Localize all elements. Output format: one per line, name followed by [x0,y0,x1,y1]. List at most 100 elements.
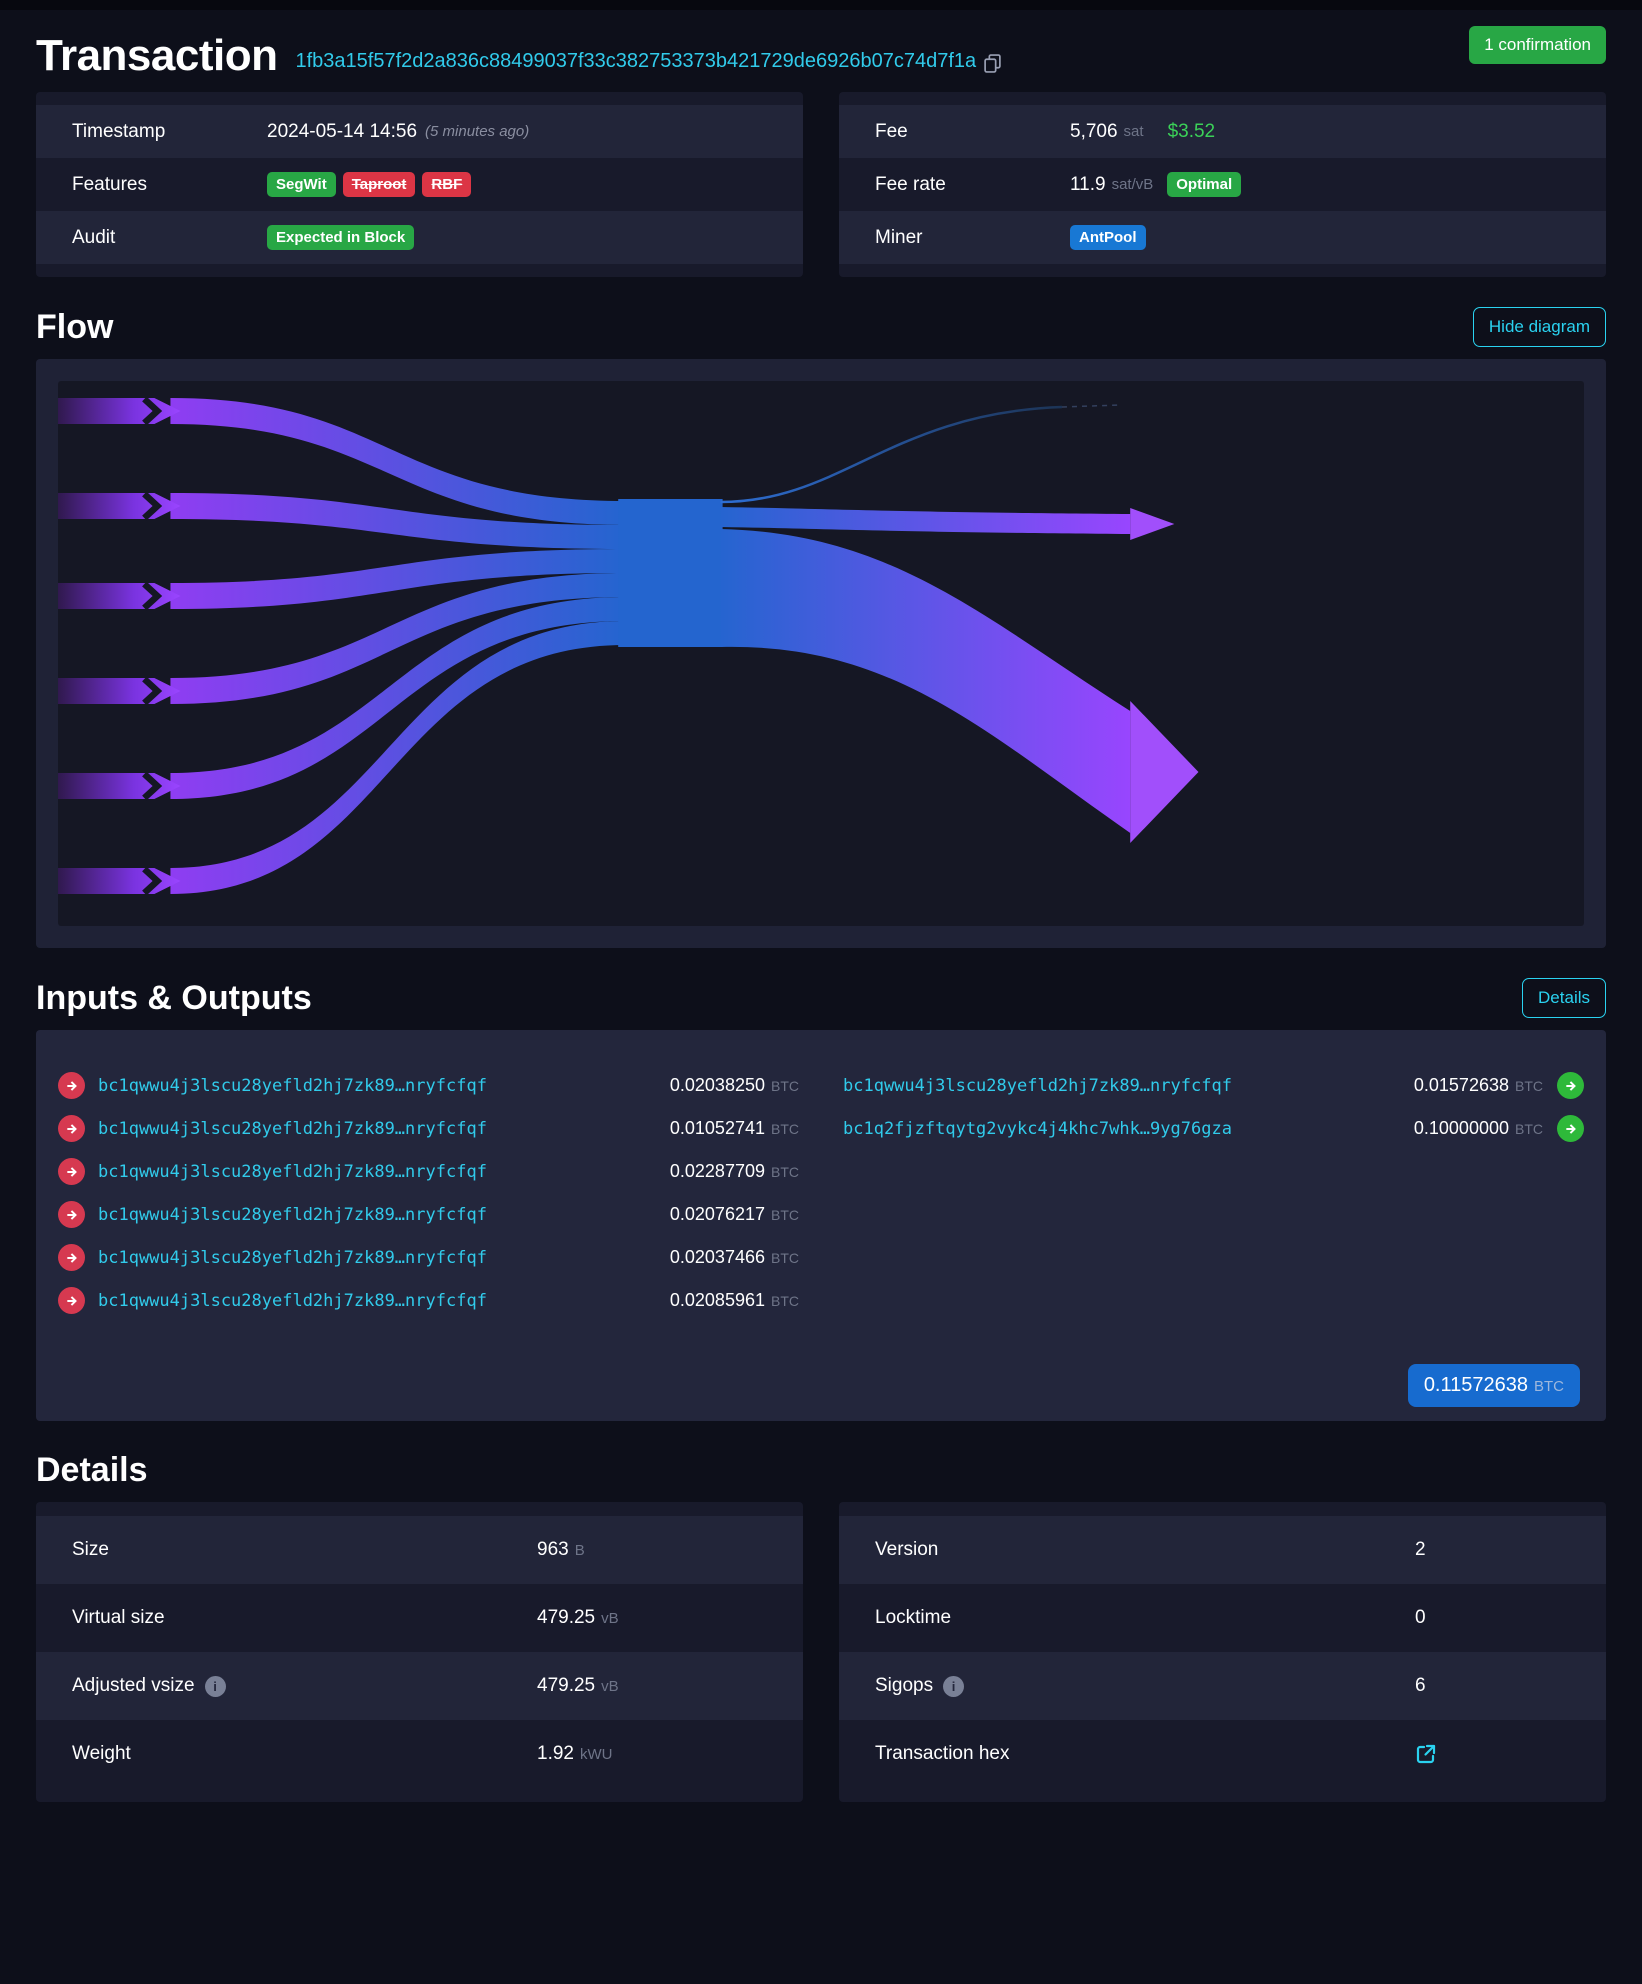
external-link-icon[interactable] [1415,1743,1437,1765]
adjusted-vsize-row: Adjusted vsize i 479.25 vB [36,1652,803,1720]
input-value: 0.02085961 [669,1290,765,1310]
audit-row: Audit Expected in Block [36,211,803,264]
sigops-value: 6 [1415,1675,1426,1696]
audit-label: Audit [72,226,116,248]
feature-badge-segwit: SegWit [267,172,336,197]
info-icon[interactable]: i [204,1675,226,1697]
copy-icon[interactable] [984,54,1001,78]
top-strip [0,0,1642,10]
size-row: Size 963 B [36,1516,803,1584]
page-header: Transaction 1fb3a15f57f2d2a836c88499037f… [36,26,1606,78]
fee-rate-badge: Optimal [1167,172,1242,197]
outputs-column: bc1qwwu4j3lscu28yefld2hj7zk89…nryfcfqf 0… [843,1064,1584,1150]
flow-title: Flow [36,307,114,346]
features-label: Features [72,173,147,195]
output-arrow-icon[interactable] [1557,1115,1584,1142]
confirmation-badge[interactable]: 1 confirmation [1469,26,1606,64]
virtual-size-row: Virtual size 479.25 vB [72,1607,619,1628]
timestamp-label: Timestamp [72,120,166,142]
output-address[interactable]: bc1q2fjzftqytg2vykc4j4khc7whk…9yg76gza [843,1118,1232,1139]
fee-rate-unit: sat/vB [1111,176,1154,193]
sigops-row: Sigops i 6 [839,1652,1606,1720]
transaction-hex-row: Transaction hex [839,1720,1606,1788]
version-value: 2 [1415,1539,1426,1560]
output-unit: BTC [1515,1121,1543,1137]
size-label: Size [72,1539,109,1560]
io-box: bc1qwwu4j3lscu28yefld2hj7zk89…nryfcfqf 0… [36,1030,1606,1421]
input-value: 0.01052741 [669,1118,765,1138]
hide-diagram-button[interactable]: Hide diagram [1472,307,1606,347]
details-title: Details [36,1451,148,1489]
summary-section: Timestamp 2024-05-14 14:56 (5 minutes ag… [36,92,1606,277]
fee-label: Fee [875,120,908,142]
input-arrow-icon[interactable] [58,1287,85,1314]
output-row: bc1qwwu4j3lscu28yefld2hj7zk89…nryfcfqf 0… [843,1064,1584,1107]
size-value: 963 [537,1539,569,1560]
miner-row: Miner AntPool [839,211,1606,264]
fee-rate-label: Fee rate [875,173,946,195]
output-unit: BTC [1515,1078,1543,1094]
virtual-size-label: Virtual size [72,1607,165,1628]
input-value: 0.02037466 [669,1247,765,1267]
input-address[interactable]: bc1qwwu4j3lscu28yefld2hj7zk89…nryfcfqf [98,1204,487,1225]
version-label: Version [875,1539,939,1560]
sankey-input-arrows [58,396,181,896]
fee-unit: sat [1123,123,1144,140]
details-section: Size 963 B Virtual size 479.25 vB Adjusted… [36,1502,1606,1802]
input-arrow-icon[interactable] [58,1244,85,1271]
feature-badge-taproot: Taproot [342,172,416,197]
adjusted-vsize-label: Adjusted vsize [72,1675,195,1696]
output-value: 0.10000000 [1413,1118,1509,1138]
input-unit: BTC [771,1121,799,1137]
input-address[interactable]: bc1qwwu4j3lscu28yefld2hj7zk89…nryfcfqf [98,1161,487,1182]
miner-badge[interactable]: AntPool [1070,225,1146,250]
timestamp-row: Timestamp 2024-05-14 14:56 (5 minutes ag… [36,105,803,158]
locktime-row: Locktime 0 [839,1584,1606,1652]
input-unit: BTC [771,1164,799,1180]
fee-value: 5,706 [1070,120,1118,142]
timestamp-value: 2024-05-14 14:56 [267,120,418,142]
input-address[interactable]: bc1qwwu4j3lscu28yefld2hj7zk89…nryfcfqf [98,1118,487,1139]
output-arrow-icon[interactable] [1557,1072,1584,1099]
fee-rate-row: Fee rate 11.9 sat/vB Optimal [839,158,1606,211]
output-row: bc1q2fjzftqytg2vykc4j4khc7whk…9yg76gza 0… [843,1107,1584,1150]
input-unit: BTC [771,1207,799,1223]
input-arrow-icon[interactable] [58,1158,85,1185]
summary-right-box: Fee 5,706 sat $3.52 Fee rate 11.9 sat/vB… [839,92,1606,277]
adjusted-vsize-value: 479.25 [537,1675,596,1696]
details-button[interactable]: Details [1522,978,1606,1018]
input-arrow-icon[interactable] [58,1072,85,1099]
locktime-value: 0 [1415,1607,1426,1628]
info-icon[interactable]: i [943,1675,965,1697]
input-arrow-icon[interactable] [58,1201,85,1228]
input-unit: BTC [771,1250,799,1266]
output-value: 0.01572638 [1413,1075,1509,1095]
total-amount-badge: 0.11572638 BTC [1407,1364,1580,1407]
timestamp-relative: (5 minutes ago) [425,123,530,140]
fee-row: Fee 5,706 sat $3.52 [839,105,1606,158]
weight-value: 1.92 [537,1743,574,1764]
feature-badge-rbf: RBF [422,172,472,197]
input-address[interactable]: bc1qwwu4j3lscu28yefld2hj7zk89…nryfcfqf [98,1290,487,1311]
input-arrow-icon[interactable] [58,1115,85,1142]
input-row: bc1qwwu4j3lscu28yefld2hj7zk89…nryfcfqf 0… [58,1107,799,1150]
input-value: 0.02287709 [669,1161,765,1181]
details-right-box: Version 2 Locktime 0 Sigops i 6 Transacti… [839,1502,1606,1802]
input-row: bc1qwwu4j3lscu28yefld2hj7zk89…nryfcfqf 0… [58,1236,799,1279]
sigops-label: Sigops [875,1675,934,1696]
fee-rate-value: 11.9 [1070,173,1106,195]
inputs-column: bc1qwwu4j3lscu28yefld2hj7zk89…nryfcfqf 0… [58,1064,799,1322]
version-row: Version 2 [839,1516,1606,1584]
details-left-box: Size 963 B Virtual size 479.25 vB Adjusted… [36,1502,803,1802]
fee-usd: $3.52 [1167,120,1216,142]
locktime-label: Locktime [875,1607,952,1628]
output-address[interactable]: bc1qwwu4j3lscu28yefld2hj7zk89…nryfcfqf [843,1075,1232,1096]
page-title: Transaction [36,31,278,80]
flow-sankey-diagram[interactable] [58,381,1584,926]
input-address[interactable]: bc1qwwu4j3lscu28yefld2hj7zk89…nryfcfqf [98,1247,487,1268]
weight-row: Weight 1.92 kWU [72,1743,613,1764]
input-row: bc1qwwu4j3lscu28yefld2hj7zk89…nryfcfqf 0… [58,1064,799,1107]
input-unit: BTC [771,1078,799,1094]
input-address[interactable]: bc1qwwu4j3lscu28yefld2hj7zk89…nryfcfqf [98,1075,487,1096]
transaction-id[interactable]: 1fb3a15f57f2d2a836c88499037f33c382753373… [295,50,977,72]
